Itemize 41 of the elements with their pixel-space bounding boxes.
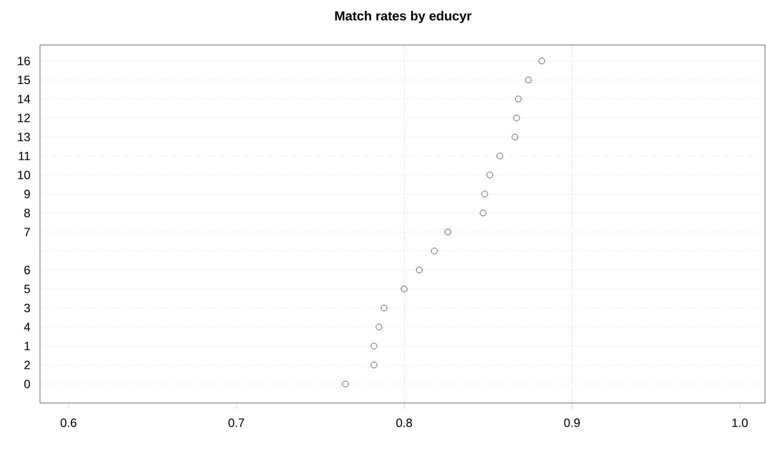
y-tick-label: 0 [24,380,30,388]
y-tick-label: 2 [24,360,30,370]
point [482,190,488,198]
y-tick-label: 11 [18,152,30,160]
y-tick-label: 6 [24,266,30,274]
y-tick-label: 14 [18,94,30,104]
point [370,362,378,368]
point [513,114,520,122]
point [416,266,422,274]
x-tick-label: 0.9 [564,418,580,428]
point [431,248,438,254]
y-tick-label: 10 [18,170,30,180]
y-tick-label: 8 [24,208,30,218]
y-tick-label: 5 [24,284,30,294]
y-tick-label: 9 [24,190,30,198]
point [480,210,486,216]
point [496,152,504,160]
point [400,286,408,292]
y-tick-label: 16 [18,56,30,66]
y-tick-label: 7 [24,228,30,236]
x-tick-label: 0.6 [60,418,76,428]
chart-title: Match rates by educyr [335,10,472,24]
point [538,58,546,64]
point [515,96,522,102]
point [380,304,388,312]
x-tick-label: 0.8 [396,418,412,428]
y-tick-label: 13 [18,132,30,142]
point [512,134,518,140]
point [486,172,493,178]
point [342,380,349,388]
point [376,324,382,330]
x-tick-label: 0.7 [228,418,244,428]
point [370,342,378,350]
x-tick-label: 1.0 [732,418,748,428]
y-tick-label: 1 [24,342,30,350]
y-tick-label: 3 [24,304,30,312]
y-tick-label: 4 [24,322,30,332]
point [525,76,532,84]
point [444,228,452,236]
y-tick-label: 12 [18,114,30,122]
y-tick-label: 15 [18,76,30,84]
